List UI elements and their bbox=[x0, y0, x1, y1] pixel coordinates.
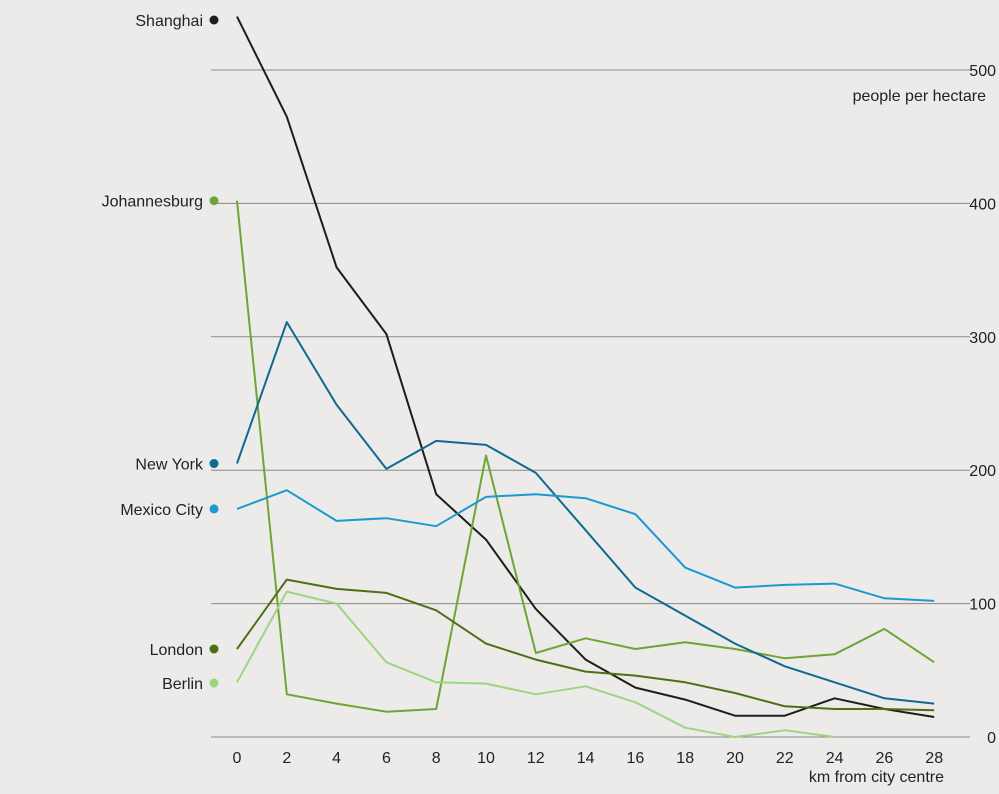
legend-dot-mexico-city bbox=[209, 504, 219, 514]
series-line-mexico-city bbox=[236, 489, 935, 602]
x-tick-label: 20 bbox=[726, 750, 744, 767]
legend-label-johannesburg: Johannesburg bbox=[102, 194, 203, 211]
legend-dot-new-york bbox=[209, 459, 219, 469]
x-axis-label: km from city centre bbox=[809, 769, 944, 786]
x-tick-label: 8 bbox=[432, 750, 441, 767]
y-tick-label: 400 bbox=[969, 196, 996, 213]
x-tick-label: 4 bbox=[332, 750, 341, 767]
x-tick-label: 18 bbox=[676, 750, 694, 767]
y-axis-label: people per hectare bbox=[853, 88, 987, 105]
x-tick-label: 22 bbox=[776, 750, 794, 767]
x-tick-label: 24 bbox=[826, 750, 844, 767]
legend-label-shanghai: Shanghai bbox=[135, 13, 203, 30]
x-tick-label: 12 bbox=[527, 750, 545, 767]
y-tick-label: 100 bbox=[969, 597, 996, 614]
series-line-london bbox=[236, 578, 935, 712]
grid-lines bbox=[211, 69, 970, 738]
series-line-johannesburg bbox=[236, 200, 935, 713]
y-tick-label: 500 bbox=[969, 63, 996, 80]
y-tick-label: 0 bbox=[987, 730, 996, 747]
series-line-shanghai bbox=[236, 16, 935, 718]
series-line-berlin bbox=[236, 590, 835, 738]
series-lines bbox=[236, 16, 935, 738]
legend-label-new-york: New York bbox=[135, 457, 204, 474]
legend-dot-berlin bbox=[209, 678, 219, 688]
x-tick-label: 10 bbox=[477, 750, 495, 767]
legend-label-london: London bbox=[150, 642, 203, 659]
y-tick-label: 200 bbox=[969, 463, 996, 480]
series-legend: Shanghai Johannesburg New York Mexico City L… bbox=[102, 13, 219, 693]
legend-label-berlin: Berlin bbox=[162, 676, 203, 693]
x-tick-label: 6 bbox=[382, 750, 391, 767]
y-tick-label: 300 bbox=[969, 330, 996, 347]
x-tick-label: 2 bbox=[282, 750, 291, 767]
legend-dot-london bbox=[209, 644, 219, 654]
x-axis-ticks: 0 2 4 6 8 10 12 14 16 18 20 22 24 26 28 bbox=[233, 750, 944, 767]
x-tick-label: 14 bbox=[577, 750, 595, 767]
legend-dot-johannesburg bbox=[209, 196, 219, 206]
x-tick-label: 28 bbox=[925, 750, 943, 767]
legend-dot-shanghai bbox=[209, 15, 219, 25]
x-tick-label: 16 bbox=[627, 750, 645, 767]
x-tick-label: 0 bbox=[233, 750, 242, 767]
series-line-new-york bbox=[236, 321, 935, 705]
legend-label-mexico-city: Mexico City bbox=[120, 502, 203, 519]
y-axis-ticks: 0 100 200 300 400 500 bbox=[969, 63, 996, 747]
x-tick-label: 26 bbox=[876, 750, 894, 767]
